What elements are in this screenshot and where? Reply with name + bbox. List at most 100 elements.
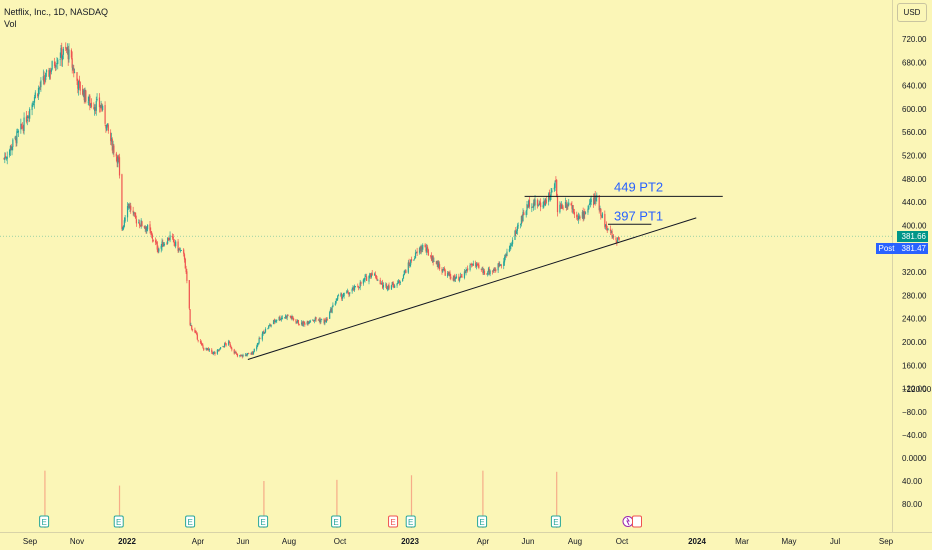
time-axis-label: Apr: [192, 537, 205, 546]
candle-body: [407, 262, 409, 273]
candle-body: [470, 264, 472, 265]
candle-body: [233, 349, 235, 354]
symbol-title[interactable]: Netflix, Inc., 1D, NASDAQ: [4, 7, 109, 17]
candle-body: [313, 320, 315, 321]
candle-body: [511, 244, 513, 246]
time-axis-label: Aug: [282, 537, 296, 546]
time-axis-label: 2022: [118, 537, 136, 546]
candle-body: [312, 319, 314, 321]
candle-body: [144, 227, 146, 229]
candle-body: [476, 264, 478, 265]
price-tick-label: 280.00: [902, 291, 927, 300]
candle-body: [594, 195, 596, 202]
candle-body: [432, 255, 434, 263]
volume-spike-bar: [556, 471, 558, 528]
candle-body: [610, 231, 612, 233]
volume-tick-label: 80.00: [902, 500, 923, 509]
candle-body: [124, 217, 126, 222]
candle-body: [410, 259, 412, 265]
price-tick-label: 560.00: [902, 128, 927, 137]
candle-body: [78, 80, 80, 91]
candle-body: [562, 207, 564, 209]
price-tick-label: 200.00: [902, 338, 927, 347]
candle-body: [65, 46, 67, 49]
candle-body: [437, 261, 439, 268]
price-tick-label: 400.00: [902, 221, 927, 230]
candle-body: [121, 174, 123, 229]
candle-body: [584, 211, 586, 215]
candle-body: [273, 319, 275, 322]
candle-body: [264, 332, 266, 334]
candle-body: [605, 224, 607, 227]
candle-body: [279, 316, 281, 320]
candle-body: [177, 241, 179, 252]
candle-body: [329, 309, 332, 313]
candle-body: [106, 123, 109, 127]
candle-body: [352, 287, 354, 290]
candle-body: [460, 276, 462, 278]
candle-body: [442, 269, 445, 271]
candle-body: [363, 279, 365, 281]
pt1-label: 397 PT1: [614, 208, 663, 223]
candle-body: [262, 331, 264, 335]
candle-body: [427, 249, 429, 256]
volume-spike-bar: [410, 475, 413, 528]
currency-button[interactable]: USD: [897, 3, 927, 22]
candle-body: [533, 201, 535, 205]
candle-body: [217, 349, 219, 351]
candle-body: [166, 243, 168, 245]
candle-body: [224, 343, 226, 348]
candle-body: [32, 104, 34, 107]
candle-body: [216, 349, 218, 354]
candle-body: [307, 320, 309, 324]
candle-body: [523, 212, 525, 215]
candle-body: [42, 76, 44, 81]
candle-body: [100, 104, 102, 108]
candle-body: [525, 211, 527, 216]
candle-body: [12, 139, 14, 147]
candle-body: [54, 64, 56, 68]
candle-body: [463, 271, 466, 278]
candle-body: [482, 269, 484, 273]
candle-body: [443, 268, 445, 271]
earnings-marker-label: E: [553, 518, 558, 527]
candle-body: [588, 206, 590, 210]
candle-body: [11, 146, 13, 151]
candle-body: [39, 86, 41, 87]
candle-body: [381, 282, 383, 284]
candle-body: [398, 281, 400, 283]
candle-body: [5, 156, 7, 159]
volume-tick-label: −120.00: [902, 385, 932, 394]
candle-body: [285, 316, 287, 319]
candle-body: [380, 283, 382, 285]
candle-body: [167, 238, 169, 244]
candle-body: [531, 206, 533, 209]
time-axis-divider: [0, 532, 932, 533]
candle-body: [435, 261, 437, 265]
candle-body: [117, 156, 119, 164]
post-market-label: Post: [876, 243, 897, 254]
candle-body: [230, 346, 232, 349]
candle-body: [195, 332, 197, 334]
price-tick-label: 520.00: [902, 152, 927, 161]
candle-body: [37, 88, 40, 97]
candle-body: [611, 230, 613, 238]
earnings-marker-label: E: [41, 518, 46, 527]
candle-body: [268, 325, 270, 329]
candle-body: [258, 338, 260, 343]
candle-body: [191, 325, 193, 330]
candle-body: [573, 211, 575, 215]
candle-body: [240, 354, 243, 356]
candle-body: [275, 320, 277, 322]
candle-body: [179, 250, 182, 252]
candle-body: [140, 220, 142, 226]
candle-body: [354, 286, 356, 287]
candle-body: [442, 270, 444, 272]
candle-body: [458, 276, 460, 281]
candle-body: [499, 264, 501, 267]
candle-body: [590, 199, 592, 203]
candle-body: [274, 320, 276, 323]
volume-indicator-label[interactable]: Vol: [4, 19, 17, 29]
candle-body: [76, 72, 78, 81]
